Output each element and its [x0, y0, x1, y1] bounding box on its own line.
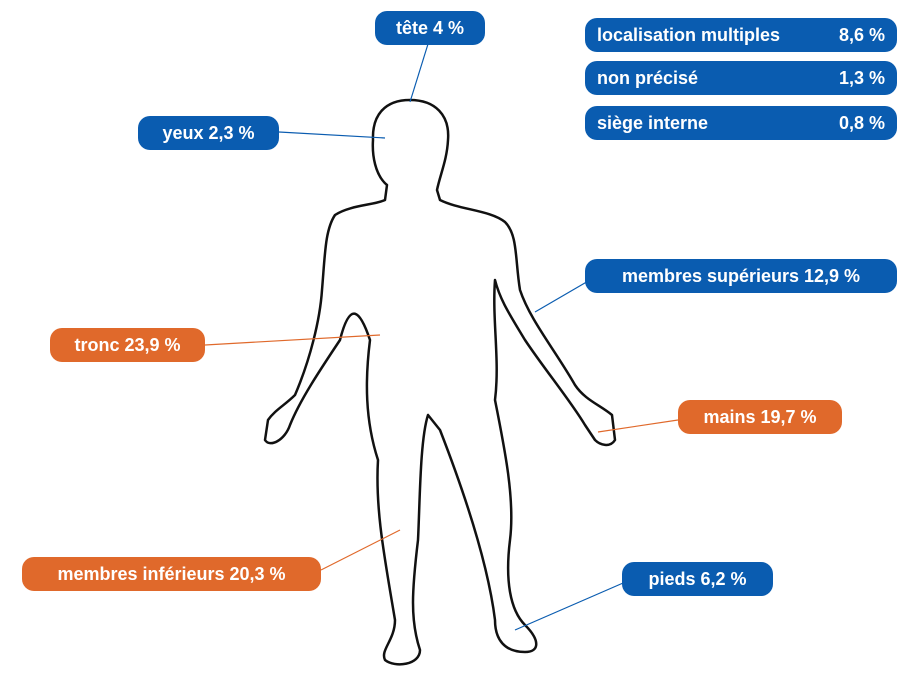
diagram: tête 4 % yeux 2,3 % membres supérieurs 1… [0, 0, 922, 673]
summary-value: 1,3 % [839, 61, 885, 95]
leader-line [321, 530, 400, 570]
summary-row: non précisé 1,3 % [585, 61, 897, 95]
leader-line [535, 280, 590, 312]
leader-line [598, 420, 678, 432]
summary-name: siège interne [597, 106, 708, 140]
callout: mains 19,7 % [678, 400, 842, 434]
callout: membres supérieurs 12,9 % [585, 259, 897, 293]
leader-line [279, 132, 385, 138]
leader-line [205, 335, 380, 345]
callout: yeux 2,3 % [138, 116, 279, 150]
leader-line [410, 44, 428, 102]
summary-value: 8,6 % [839, 18, 885, 52]
summary-row: localisation multiples 8,6 % [585, 18, 897, 52]
summary-name: non précisé [597, 61, 698, 95]
callout: tronc 23,9 % [50, 328, 205, 362]
summary-name: localisation multiples [597, 18, 780, 52]
callout: membres inférieurs 20,3 % [22, 557, 321, 591]
summary-row: siège interne 0,8 % [585, 106, 897, 140]
leader-line [515, 580, 630, 630]
callout: tête 4 % [375, 11, 485, 45]
summary-value: 0,8 % [839, 106, 885, 140]
callout: pieds 6,2 % [622, 562, 773, 596]
